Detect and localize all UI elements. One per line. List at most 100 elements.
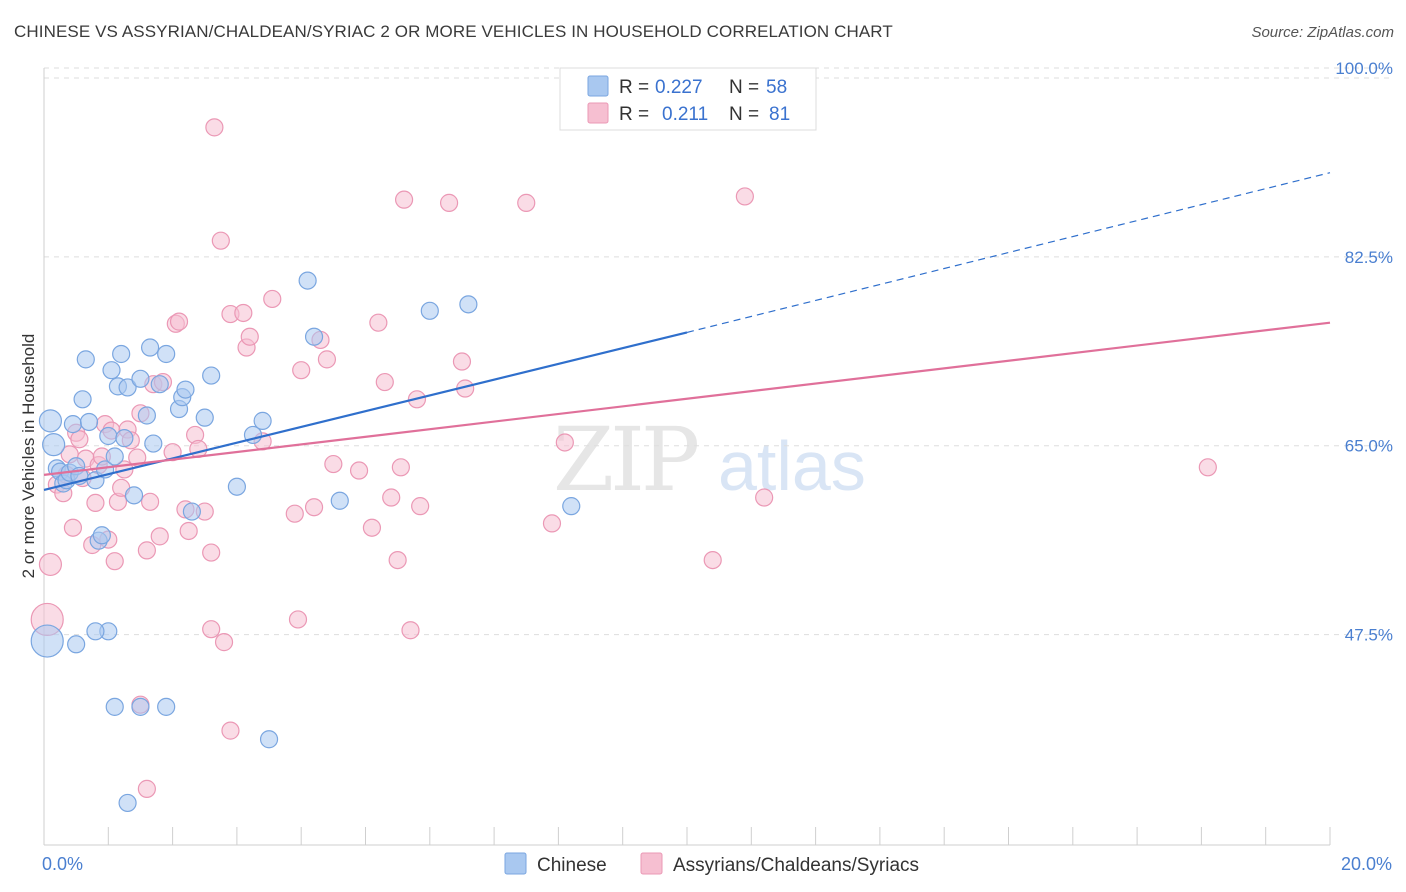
watermark-zip: ZIP	[553, 408, 698, 511]
assyrian-point	[517, 193, 536, 212]
legend-swatch-assyrian	[587, 102, 609, 124]
assyrian-point	[202, 620, 221, 639]
legend-r-value-assyrian: 0.211	[662, 104, 708, 125]
assyrian-point	[105, 552, 124, 571]
assyrian-point	[1198, 458, 1217, 477]
bottom-legend-swatch-chinese	[504, 852, 527, 875]
bottom-legend-chinese: Chinese	[537, 855, 607, 876]
source-credit: Source: ZipAtlas.com	[1251, 24, 1394, 41]
chinese-point	[253, 411, 272, 430]
legend-r-label: R =	[619, 77, 649, 98]
assyrian-point	[388, 550, 407, 570]
assyrian-point	[452, 352, 472, 371]
assyrian-point	[63, 518, 83, 537]
bottom-legend-assyrian: Assyrians/Chaldeans/Syriacs	[673, 855, 919, 876]
chinese-point	[102, 361, 121, 380]
assyrian-point	[317, 350, 337, 369]
chinese-point	[118, 378, 137, 397]
assyrian-point	[382, 488, 401, 507]
assyrian-point	[285, 504, 304, 523]
chinese-point	[420, 301, 439, 320]
chinese-point	[99, 426, 118, 446]
chinese-point	[562, 497, 581, 516]
chinese-point	[176, 380, 195, 399]
chinese-point	[459, 295, 478, 314]
assyrian-point	[755, 488, 774, 507]
chinese-point	[202, 366, 221, 385]
chinese-point	[124, 486, 144, 505]
chinese-point	[42, 433, 66, 457]
assyrian-point	[304, 498, 324, 517]
x-tick-label: 0.0%	[42, 854, 83, 874]
chinese-point	[105, 697, 124, 716]
assyrian-point	[263, 289, 282, 309]
y-tick-label: 47.5%	[1345, 626, 1393, 645]
assyrian-point	[542, 514, 562, 533]
chinese-point	[30, 624, 64, 658]
chinese-point	[140, 338, 160, 357]
chinese-point	[157, 344, 176, 364]
assyrian-point	[324, 454, 343, 474]
assyrian-point	[375, 372, 394, 392]
assyrian-point	[349, 461, 369, 480]
chinese-point	[86, 622, 105, 641]
chinese-point	[118, 793, 137, 813]
assyrian-point	[38, 552, 63, 577]
chinese-trend-extension	[686, 172, 1331, 333]
assyrian-point	[221, 721, 240, 740]
assyrian-point	[369, 313, 388, 332]
bottom-legend-swatch-assyrian	[640, 852, 663, 875]
assyrian-point	[150, 527, 169, 546]
assyrian-point	[411, 497, 430, 516]
chart-title: CHINESE VS ASSYRIAN/CHALDEAN/SYRIAC 2 OR…	[14, 22, 893, 41]
tick-labels: 47.5% 65.0% 82.5% 100.0% 0.0% 20.0%	[42, 59, 1393, 874]
assyrian-trend-line	[43, 321, 1331, 476]
legend-n-label: N =	[729, 77, 759, 98]
chinese-point	[131, 697, 150, 716]
assyrian-point	[394, 190, 414, 209]
chinese-point	[115, 429, 134, 448]
assyrian-point	[137, 541, 156, 560]
chinese-trend-line	[43, 331, 688, 492]
legend-r-value-chinese: 0.227	[655, 77, 703, 98]
chinese-point	[63, 415, 83, 434]
y-tick-label: 100.0%	[1335, 59, 1393, 78]
watermark-atlas: atlas	[718, 427, 866, 505]
chinese-point	[112, 344, 131, 364]
chinese-point	[182, 502, 201, 521]
chinese-point	[298, 271, 317, 290]
legend-swatch-chinese	[587, 75, 609, 97]
chinese-point	[150, 375, 169, 394]
legend-r-label: R =	[619, 104, 649, 125]
chinese-point	[195, 408, 214, 427]
assyrian-point	[240, 327, 259, 346]
assyrian-point	[214, 633, 234, 652]
assyrian-point	[205, 118, 224, 137]
legend-n-value-chinese: 58	[766, 77, 787, 98]
chinese-point	[330, 491, 349, 510]
chinese-point	[38, 409, 63, 433]
gridlines	[44, 67, 1390, 845]
y-tick-label: 65.0%	[1345, 437, 1393, 456]
stats-legend: R = 0.227 N = 58 R = 0.211 N = 81	[559, 67, 817, 131]
assyrian-point	[140, 492, 160, 511]
chinese-point	[73, 390, 92, 409]
chinese-point	[157, 697, 176, 716]
chinese-point	[79, 412, 99, 432]
assyrian-point	[703, 550, 722, 570]
assyrian-point	[362, 518, 382, 537]
chinese-point	[105, 447, 124, 466]
chinese-point	[67, 635, 86, 654]
assyrian-point	[439, 193, 459, 212]
assyrian-point	[211, 231, 230, 250]
assyrian-point	[234, 303, 253, 323]
chinese-point	[137, 406, 156, 425]
chinese-point	[227, 477, 246, 496]
assyrian-point	[391, 458, 410, 477]
trend-lines	[43, 172, 1331, 492]
assyrian-point	[292, 361, 311, 380]
assyrian-point	[401, 621, 420, 640]
x-tick-label: 20.0%	[1341, 854, 1392, 874]
assyrian-point	[555, 433, 574, 452]
assyrian-point	[137, 779, 156, 798]
